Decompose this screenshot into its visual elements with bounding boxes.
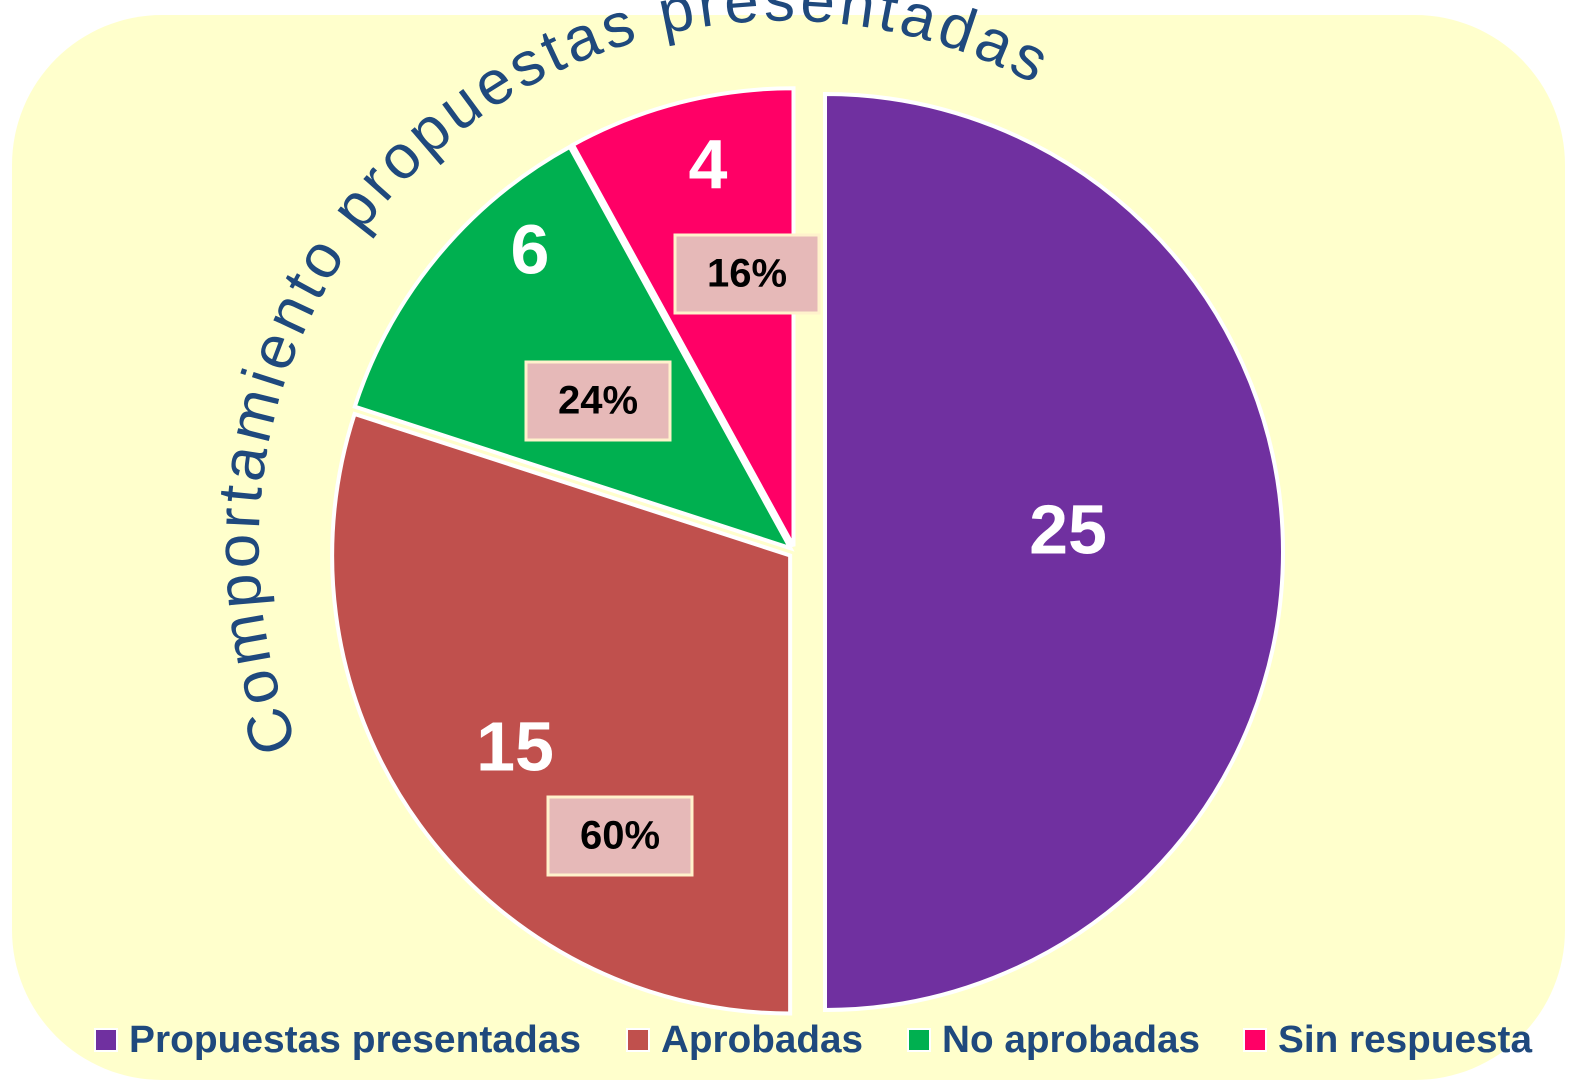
value-label: 15 — [476, 707, 554, 785]
legend-swatch — [94, 1028, 118, 1052]
legend-label: Aprobadas — [661, 1019, 863, 1061]
percent-box — [524, 360, 672, 442]
percent-label: 24% — [558, 379, 638, 423]
percent-label: 60% — [580, 814, 660, 858]
percent-box — [673, 233, 821, 315]
pie-slice — [352, 144, 795, 552]
pie-slice — [823, 91, 1285, 1013]
pie-slice — [570, 86, 796, 548]
value-label: 6 — [511, 210, 550, 288]
legend-label: No aprobadas — [942, 1019, 1200, 1061]
legend-swatch — [907, 1028, 931, 1052]
value-label: 4 — [689, 125, 728, 203]
percent-box — [546, 795, 694, 877]
legend-label: Sin respuesta — [1278, 1019, 1533, 1061]
legend-swatch — [626, 1028, 650, 1052]
value-label: 25 — [1029, 490, 1107, 568]
legend-label: Propuestas presentadas — [129, 1019, 581, 1061]
percent-label: 16% — [707, 252, 787, 296]
legend-swatch — [1243, 1028, 1267, 1052]
